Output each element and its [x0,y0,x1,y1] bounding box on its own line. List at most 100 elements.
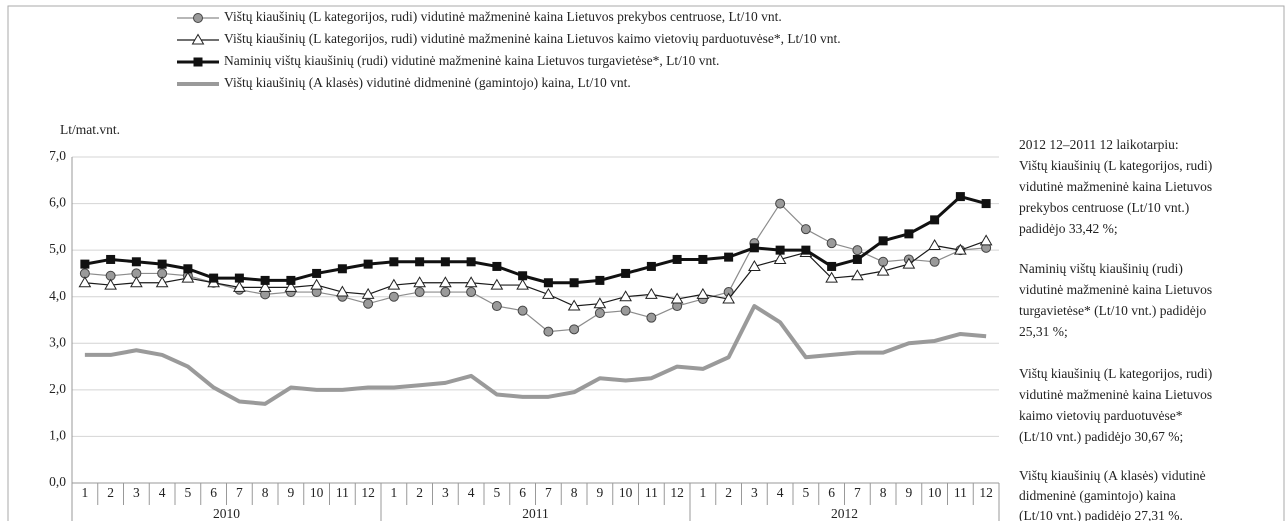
legend-label: Vištų kiaušinių (A klasės) vidutinė didm… [224,75,631,90]
x-tick-label: 2 [107,485,114,500]
chart-frame [7,5,1285,521]
marker [258,280,272,292]
marker [491,301,502,312]
marker [104,278,117,290]
x-tick-label: 12 [361,485,375,500]
x-tick-label: 7 [236,485,243,500]
y-tick-label: 6,0 [49,195,66,210]
year-label: 2011 [522,506,549,521]
marker [363,259,373,269]
marker [466,257,476,267]
annotation: Vištų kiaušinių (L kategorijos, rudi) [1019,158,1212,173]
x-tick-label: 11 [954,485,967,500]
annotation: didmeninė (gamintojo) kaina [1019,488,1176,503]
x-tick-label: 8 [571,485,578,500]
marker [492,261,502,271]
marker [440,287,451,298]
x-tick-label: 9 [288,485,295,500]
marker [415,257,425,267]
x-tick-label: 7 [545,485,552,500]
marker [851,269,864,281]
marker [543,278,553,288]
series-line [84,202,987,333]
marker [439,276,452,288]
marker [361,287,375,299]
marker [284,280,298,292]
marker [155,276,169,288]
y-axis-label: Lt/mat.vnt. [60,122,120,137]
annotation: Vištų kiaušinių (A klasės) vidutinė [1019,468,1206,483]
y-tick-label: 5,0 [49,241,66,256]
marker [106,254,116,264]
x-tick-label: 5 [803,485,810,500]
marker [749,243,759,253]
annotation: vidutinė mažmeninė kaina Lietuvos [1019,387,1212,402]
marker [800,224,811,235]
x-tick-label: 8 [262,485,269,500]
annotation: padidėjo 33,42 %; [1019,221,1118,236]
marker [191,33,205,45]
x-tick-label: 12 [670,485,684,500]
y-tick-label: 1,0 [49,428,66,443]
annotation: prekybos centruose (Lt/10 vnt.) [1019,200,1189,215]
y-tick-label: 0,0 [49,474,66,489]
marker [619,290,632,302]
marker [698,254,708,264]
marker [336,285,349,297]
marker [981,199,991,209]
y-tick-label: 7,0 [49,148,66,163]
marker [954,243,967,255]
x-tick-label: 6 [519,485,526,500]
marker [363,298,374,309]
marker [337,264,347,274]
x-tick-label: 10 [619,485,633,500]
annotation: 2012 12–2011 12 laikotarpiu: [1019,137,1179,152]
marker [878,236,888,246]
y-tick-label: 3,0 [49,334,66,349]
marker [310,278,323,290]
x-tick-label: 3 [751,485,758,500]
marker [827,261,837,271]
marker [78,276,92,288]
x-tick-label: 1 [700,485,707,500]
x-tick-label: 10 [310,485,324,500]
marker [826,238,837,249]
marker [518,271,528,281]
x-tick-label: 6 [828,485,835,500]
marker [876,264,890,276]
marker [464,276,478,288]
marker [930,215,940,225]
annotation: Vištų kiaušinių (L kategorijos, rudi) [1019,366,1212,381]
x-tick-label: 9 [906,485,913,500]
annotation: kaimo vietovių parduotuvėse* [1019,408,1183,423]
x-tick-label: 7 [854,485,861,500]
year-label: 2012 [831,506,858,521]
marker [569,324,580,335]
marker [183,264,193,274]
marker [724,252,734,262]
annotation: Naminių vištų kiaušinių (rudi) [1019,261,1183,276]
marker [775,198,786,209]
marker [414,287,425,298]
marker [928,238,941,250]
x-tick-label: 3 [133,485,140,500]
year-label: 2010 [213,506,240,521]
marker [646,261,656,271]
x-tick-label: 3 [442,485,449,500]
annotation: (Lt/10 vnt.) padidėjo 30,67 %; [1019,429,1183,444]
marker [388,291,399,302]
marker [979,234,993,246]
marker [260,275,270,285]
marker [748,259,761,271]
marker [130,276,143,288]
y-tick-label: 4,0 [49,288,66,303]
marker [234,273,244,283]
x-tick-label: 12 [979,485,993,500]
marker [413,276,426,288]
marker [672,254,682,264]
x-tick-label: 5 [185,485,192,500]
legend-label: Vištų kiaušinių (L kategorijos, rudi) vi… [224,31,841,46]
x-tick-label: 10 [928,485,942,500]
x-tick-label: 11 [336,485,349,500]
marker [595,275,605,285]
